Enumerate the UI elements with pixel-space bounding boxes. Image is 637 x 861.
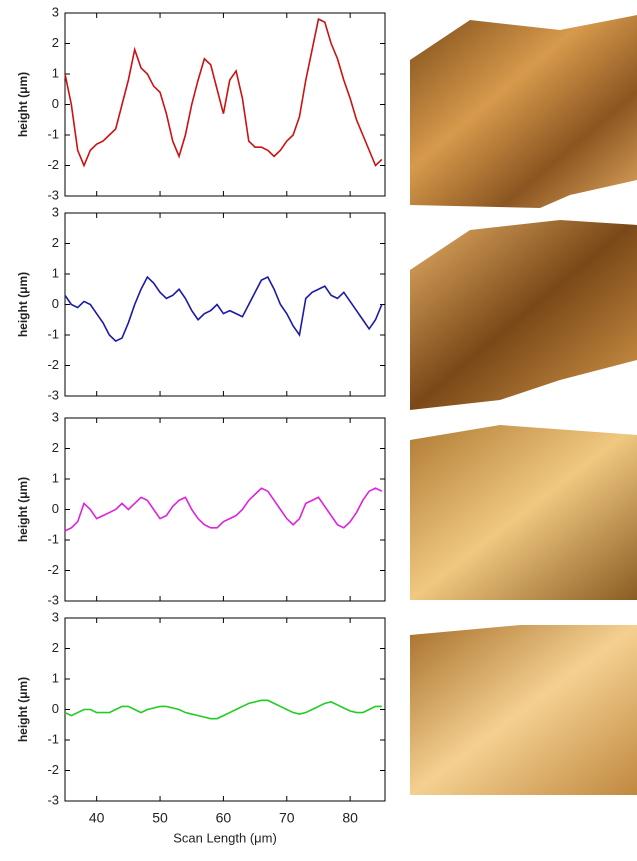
- data-line: [64, 487, 383, 532]
- y-tick-label: -3: [47, 792, 59, 807]
- y-tick-label: -2: [47, 562, 59, 577]
- y-tick-label: -1: [47, 531, 59, 546]
- y-tick-label: 3: [52, 4, 59, 19]
- y-tick-label: -3: [47, 387, 59, 402]
- y-tick-label: 1: [52, 65, 59, 80]
- x-tick-label: 60: [216, 810, 232, 826]
- surface-image: [410, 625, 637, 795]
- surface-image: [410, 220, 637, 410]
- x-tick-label: 80: [342, 810, 358, 826]
- plot-frame: [64, 212, 386, 397]
- y-axis-label: height (μm): [16, 72, 30, 137]
- y-tick-label: 2: [52, 640, 59, 655]
- y-tick-label: 0: [52, 501, 59, 516]
- x-axis-label: Scan Length (μm): [173, 830, 277, 845]
- y-tick-label: 2: [52, 35, 59, 50]
- y-tick-label: 1: [52, 670, 59, 685]
- y-tick-label: 0: [52, 296, 59, 311]
- y-tick-label: -2: [47, 357, 59, 372]
- surface-images: [410, 15, 637, 795]
- y-tick-label: 0: [52, 96, 59, 111]
- data-line: [64, 275, 383, 343]
- y-tick-label: -3: [47, 187, 59, 202]
- surface-image: [410, 425, 637, 600]
- y-axis-label: height (μm): [16, 677, 30, 742]
- y-tick-label: 3: [52, 204, 59, 219]
- data-line: [64, 699, 382, 720]
- x-tick-label: 40: [89, 810, 105, 826]
- plot-frame: [64, 617, 386, 802]
- y-tick-label: 1: [52, 470, 59, 485]
- y-tick-label: 2: [52, 440, 59, 455]
- y-tick-label: -2: [47, 762, 59, 777]
- y-tick-label: 3: [52, 609, 59, 624]
- x-tick-label: 70: [279, 810, 295, 826]
- y-tick-label: -3: [47, 592, 59, 607]
- y-tick-label: 0: [52, 701, 59, 716]
- plot-frame: [64, 417, 386, 602]
- y-axis-label: height (μm): [16, 272, 30, 337]
- y-tick-label: -1: [47, 126, 59, 141]
- y-tick-label: -1: [47, 731, 59, 746]
- surface-image: [410, 15, 637, 208]
- y-tick-label: -2: [47, 157, 59, 172]
- y-tick-label: 3: [52, 409, 59, 424]
- y-tick-label: 1: [52, 265, 59, 280]
- y-tick-label: -1: [47, 326, 59, 341]
- y-axis-label: height (μm): [16, 477, 30, 542]
- x-tick-label: 50: [152, 810, 168, 826]
- data-line: [64, 17, 383, 168]
- y-tick-label: 2: [52, 235, 59, 250]
